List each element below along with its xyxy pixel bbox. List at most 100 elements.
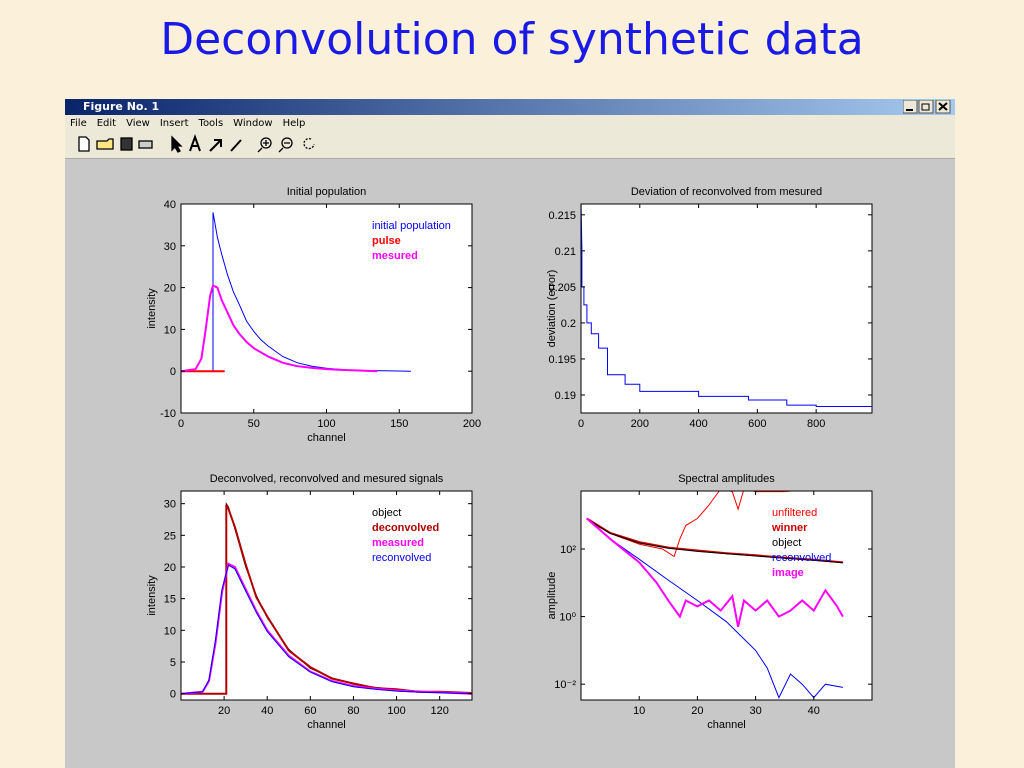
y-tick-label: 0 [170,366,176,378]
series-line [586,518,843,699]
x-tick-label: 600 [748,418,766,430]
y-axis-label: amplitude [546,572,558,620]
y-axis-label: intensity [146,288,158,329]
legend-entry: initial population [372,220,451,232]
axes-box [580,203,873,414]
x-tick-label: 200 [463,418,481,430]
x-tick-label: 200 [631,418,649,430]
axes-title: Initial population [287,186,367,198]
legend-entry: winner [771,522,808,534]
legend-entry: mesured [372,250,418,262]
legend-entry: reconvolved [772,552,831,564]
toolbar [65,132,955,159]
y-tick-label: 10⁻² [554,679,576,691]
y-tick-label: 30 [164,499,176,511]
menu-bar: File Edit View Insert Tools Window Help [65,115,955,132]
series-line [181,504,472,695]
series-line [181,564,472,695]
menu-item[interactable]: Tools [198,118,224,129]
y-tick-label: 0.19 [555,390,576,402]
x-tick-label: 60 [304,705,316,717]
plot-area [181,491,472,700]
x-tick-label: 50 [248,418,260,430]
x-axis-label: channel [307,719,346,731]
y-tick-label: 0 [170,689,176,701]
y-tick-label: 0.21 [555,246,576,258]
x-tick-label: 150 [390,418,408,430]
legend-entry: object [772,537,801,549]
x-tick-label: 100 [317,418,335,430]
x-tick-label: 40 [261,705,273,717]
series-line [181,284,378,373]
axes: 10 20 30 40 10⁻² 10⁰ 10² Spectral amplitudes cha… [546,473,873,731]
legend-entry: deconvolved [372,522,439,534]
series-line [581,204,872,407]
y-tick-label: 15 [164,594,176,606]
axes-title: Deconvolved, reconvolved and mesured sig… [210,473,444,485]
y-axis-label: intensity [146,575,158,616]
y-tick-label: 10² [560,544,576,556]
menu-item[interactable]: File [70,118,87,129]
x-tick-label: 0 [178,418,184,430]
x-tick-label: 20 [691,705,703,717]
legend-entry: image [772,567,804,579]
y-tick-label: 20 [164,562,176,574]
title-bar: Figure No. 1 [65,99,955,115]
y-tick-label: -10 [160,408,176,420]
x-tick-label: 0 [578,418,584,430]
slide-title: Deconvolution of synthetic data [160,14,864,65]
legend-entry: measured [372,537,424,549]
menu-item[interactable]: View [126,118,150,129]
series-line [586,517,844,628]
axes-box [580,490,873,701]
plot-area [581,204,872,413]
menu-item[interactable]: Window [233,118,273,129]
axes: 0 200 400 600 800 0.19 0.195 0.2 0.205 0.21 0.215 D… [546,186,873,430]
x-axis-label: channel [307,432,346,444]
x-tick-label: 120 [430,705,448,717]
x-tick-label: 10 [633,705,645,717]
axes: 20 40 60 80 100 120 0 5 10 15 20 25 30 Deconvolved, r… [146,473,473,731]
axes-title: Spectral amplitudes [678,473,775,485]
menu-item[interactable]: Edit [96,118,117,129]
y-tick-label: 10 [164,625,176,637]
plot-area [181,204,472,413]
series-line [586,517,843,564]
window-buttons[interactable] [903,100,953,114]
series-line [586,491,797,558]
x-tick-label: 800 [807,418,825,430]
legend-entry: pulse [372,235,401,247]
series-line [181,562,472,695]
y-tick-label: 0.2 [561,318,576,330]
window-title: Figure No. 1 [83,100,160,113]
axes-box [180,490,473,701]
x-tick-label: 400 [689,418,707,430]
legend-entry: unfiltered [772,507,817,519]
legend-entry: reconvolved [372,552,431,564]
y-tick-label: 25 [164,530,176,542]
menu-item[interactable]: Insert [159,118,189,129]
menu-item[interactable]: Help [282,118,306,129]
axes-title: Deviation of reconvolved from mesured [631,186,822,198]
x-tick-label: 80 [347,705,359,717]
y-tick-label: 0.195 [548,354,576,366]
x-tick-label: 20 [218,705,230,717]
y-tick-label: 20 [164,283,176,295]
y-tick-label: 10 [164,324,176,336]
x-tick-label: 30 [749,705,761,717]
x-tick-label: 40 [808,705,820,717]
series-line [586,518,843,564]
y-tick-label: 30 [164,241,176,253]
legend-entry: object [372,507,401,519]
x-tick-label: 100 [387,705,405,717]
toolbar-icons[interactable] [65,132,325,158]
y-axis-label: deviation (error) [546,270,558,348]
y-tick-label: 10⁰ [559,612,576,624]
y-tick-label: 40 [164,199,176,211]
x-axis-label: channel [707,719,746,731]
y-tick-label: 5 [170,657,176,669]
y-tick-label: 0.205 [548,282,576,294]
